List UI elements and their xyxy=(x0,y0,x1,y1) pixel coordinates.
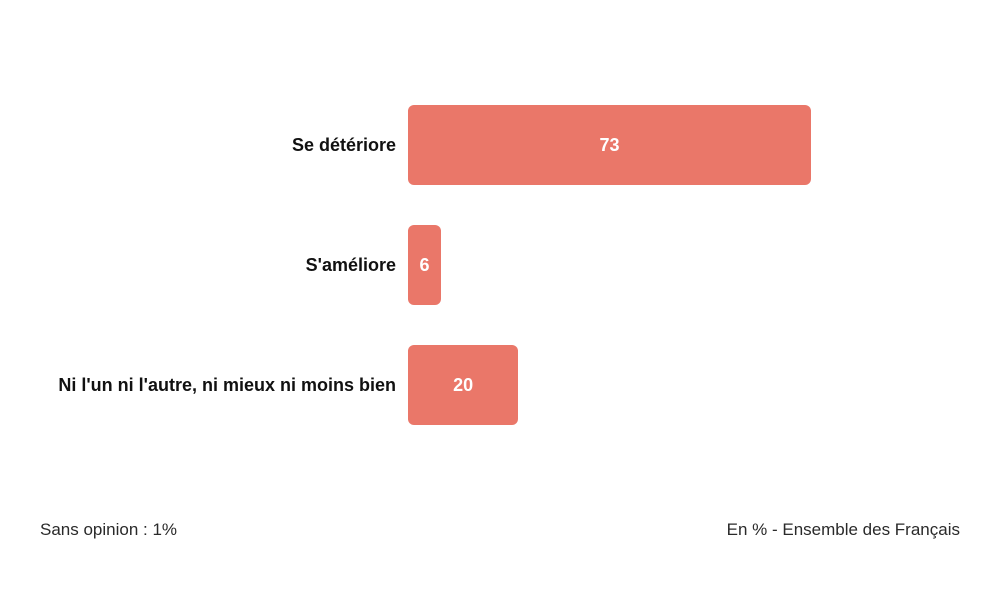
bar-wrap: 20 xyxy=(408,345,518,425)
footer-right-text: En % - Ensemble des Français xyxy=(727,520,960,540)
bar-row: S'améliore 6 xyxy=(0,225,1000,305)
bar: 20 xyxy=(408,345,518,425)
bar-wrap: 73 xyxy=(408,105,811,185)
bar: 73 xyxy=(408,105,811,185)
bar-value-label: 20 xyxy=(453,375,473,396)
bar: 6 xyxy=(408,225,441,305)
category-label: S'améliore xyxy=(0,255,408,276)
bar-row: Se détériore 73 xyxy=(0,105,1000,185)
bar-row: Ni l'un ni l'autre, ni mieux ni moins bi… xyxy=(0,345,1000,425)
category-label: Ni l'un ni l'autre, ni mieux ni moins bi… xyxy=(0,375,408,396)
bar-chart: Se détériore 73 S'améliore 6 Ni l'un ni … xyxy=(0,105,1000,465)
bar-value-label: 6 xyxy=(420,255,430,276)
bar-wrap: 6 xyxy=(408,225,441,305)
bar-value-label: 73 xyxy=(599,135,619,156)
footer-left-text: Sans opinion : 1% xyxy=(40,520,177,540)
category-label: Se détériore xyxy=(0,135,408,156)
footer: Sans opinion : 1% En % - Ensemble des Fr… xyxy=(0,500,1000,600)
